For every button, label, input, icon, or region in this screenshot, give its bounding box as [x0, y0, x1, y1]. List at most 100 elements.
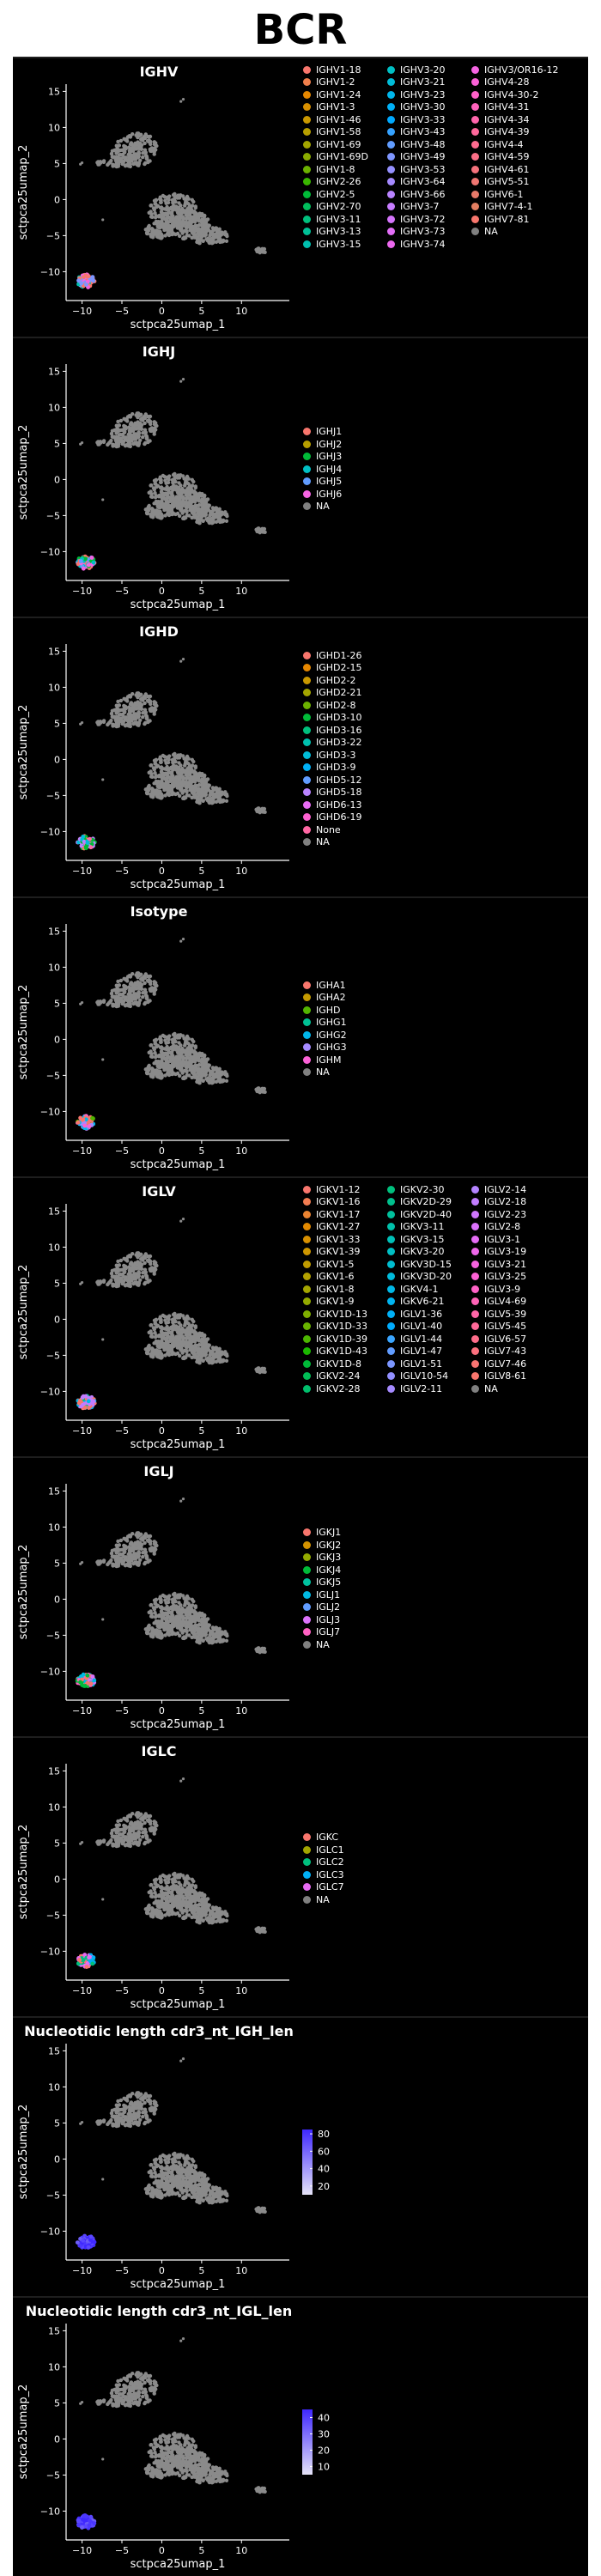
cell-point	[160, 1059, 164, 1063]
cell-point	[206, 1345, 210, 1350]
legend: IGHV1-18 IGHV1-2 IGHV1-24 IGHV1-3 IGHV1-46 IG…	[303, 64, 559, 251]
x-axis-label: sctpca25umap_1	[131, 319, 226, 331]
cell-point	[193, 786, 198, 791]
cell-point	[192, 490, 197, 495]
legend-item: IGHD3-16	[303, 724, 423, 737]
legend-item: IGKV3-20	[387, 1246, 471, 1259]
cell-point	[263, 1370, 267, 1374]
x-tick-label: 0	[159, 586, 165, 597]
legend-label: IGLV2-14	[484, 1183, 527, 1195]
cell-point	[146, 999, 150, 1005]
cell-point	[217, 787, 222, 791]
cell-point	[143, 1281, 147, 1286]
cell-point	[115, 426, 119, 430]
legend-label: IGKV1-16	[316, 1196, 361, 1208]
cell-point	[166, 200, 171, 205]
cell-point	[172, 1059, 176, 1064]
cell-point	[127, 1281, 131, 1285]
cell-point	[160, 219, 164, 223]
cell-point	[126, 1545, 131, 1549]
cell-point	[172, 1064, 176, 1068]
cell-point	[263, 810, 267, 814]
cell-point	[197, 223, 201, 228]
cell-point	[224, 799, 229, 803]
legend-column: IGHV1-18 IGHV1-2 IGHV1-24 IGHV1-3 IGHV1-46 IG…	[303, 64, 387, 251]
cell-point	[217, 1073, 222, 1078]
cell-point	[143, 1540, 147, 1546]
legend-swatch	[303, 489, 311, 498]
cell-point	[173, 1040, 178, 1044]
cell-point	[177, 784, 181, 788]
cell-point	[153, 702, 158, 707]
cell-point	[207, 788, 211, 793]
cell-point	[146, 720, 150, 725]
legend-item: IGHG3	[303, 1042, 423, 1054]
cell-point	[143, 421, 147, 426]
legend-swatch	[387, 115, 395, 124]
legend-item: IGKV3D-15	[387, 1258, 471, 1271]
cell-point	[162, 475, 167, 479]
legend-swatch	[303, 1055, 311, 1064]
cell-point	[149, 981, 153, 987]
legend-item: IGKV1D-43	[303, 1346, 387, 1358]
cell-point	[200, 1332, 204, 1336]
legend-swatch	[387, 215, 395, 223]
bcr-cell-point	[83, 1394, 88, 1399]
legend-column: IGKV2-30 IGKV2D-29 IGKV2D-40 IGKV3-11 IGKV3-…	[387, 1183, 471, 1395]
legend-item: IGHV4-34	[471, 113, 555, 126]
cell-point	[143, 148, 148, 152]
y-tick-label: 10	[48, 682, 60, 693]
bcr-cell-point	[87, 1406, 91, 1410]
cell-point	[148, 974, 153, 979]
cell-point	[159, 1037, 163, 1042]
cell-point	[185, 225, 189, 229]
cell-point	[214, 506, 219, 510]
cell-point	[193, 484, 197, 489]
x-tick-label: 0	[159, 866, 165, 877]
cell-point	[141, 434, 145, 440]
cell-point	[208, 793, 212, 798]
legend-label: IGHV1-3	[316, 101, 355, 113]
legend-item: IGHV3-13	[303, 226, 387, 239]
cell-point	[166, 760, 171, 765]
legend-item: NA	[471, 1382, 555, 1395]
cell-point	[122, 1270, 127, 1274]
cell-point	[153, 1330, 157, 1335]
legend-swatch	[471, 1223, 479, 1231]
y-tick-label: 5	[54, 438, 60, 449]
cell-point	[127, 716, 131, 720]
cell-point	[199, 507, 204, 512]
cell-point	[139, 1537, 143, 1541]
cell-point	[95, 720, 100, 725]
cell-point	[159, 796, 163, 800]
cell-point	[135, 422, 139, 426]
cell-point	[154, 1339, 159, 1344]
cell-point	[112, 1274, 117, 1279]
cell-point	[191, 759, 196, 764]
cell-point	[135, 981, 139, 986]
legend-item: IGHG1	[303, 1017, 423, 1030]
cell-point	[215, 510, 220, 515]
legend-label: IGHA2	[316, 992, 346, 1004]
legend-item: IGHV3-49	[387, 151, 471, 164]
cell-point	[115, 1279, 120, 1283]
legend-label: IGHA1	[316, 979, 346, 991]
cell-point	[173, 760, 178, 764]
y-axis-label: sctpca25umap_2	[17, 705, 30, 800]
cell-point	[210, 1066, 216, 1070]
legend-swatch	[303, 153, 311, 161]
cell-point	[183, 482, 187, 486]
cell-point	[153, 982, 158, 987]
cell-point	[207, 1068, 211, 1072]
cell-point	[205, 497, 210, 501]
bcr-cell-point	[83, 1117, 88, 1122]
legend-swatch	[303, 240, 311, 248]
cell-point	[177, 216, 181, 220]
legend-label: IGHD5-18	[316, 787, 362, 799]
cell-point	[197, 507, 201, 511]
bcr-cluster	[76, 834, 97, 851]
legend-swatch	[303, 1210, 311, 1218]
legend-item: IGLV2-8	[471, 1221, 555, 1234]
legend-swatch	[387, 1248, 395, 1256]
cell-point	[153, 143, 158, 147]
